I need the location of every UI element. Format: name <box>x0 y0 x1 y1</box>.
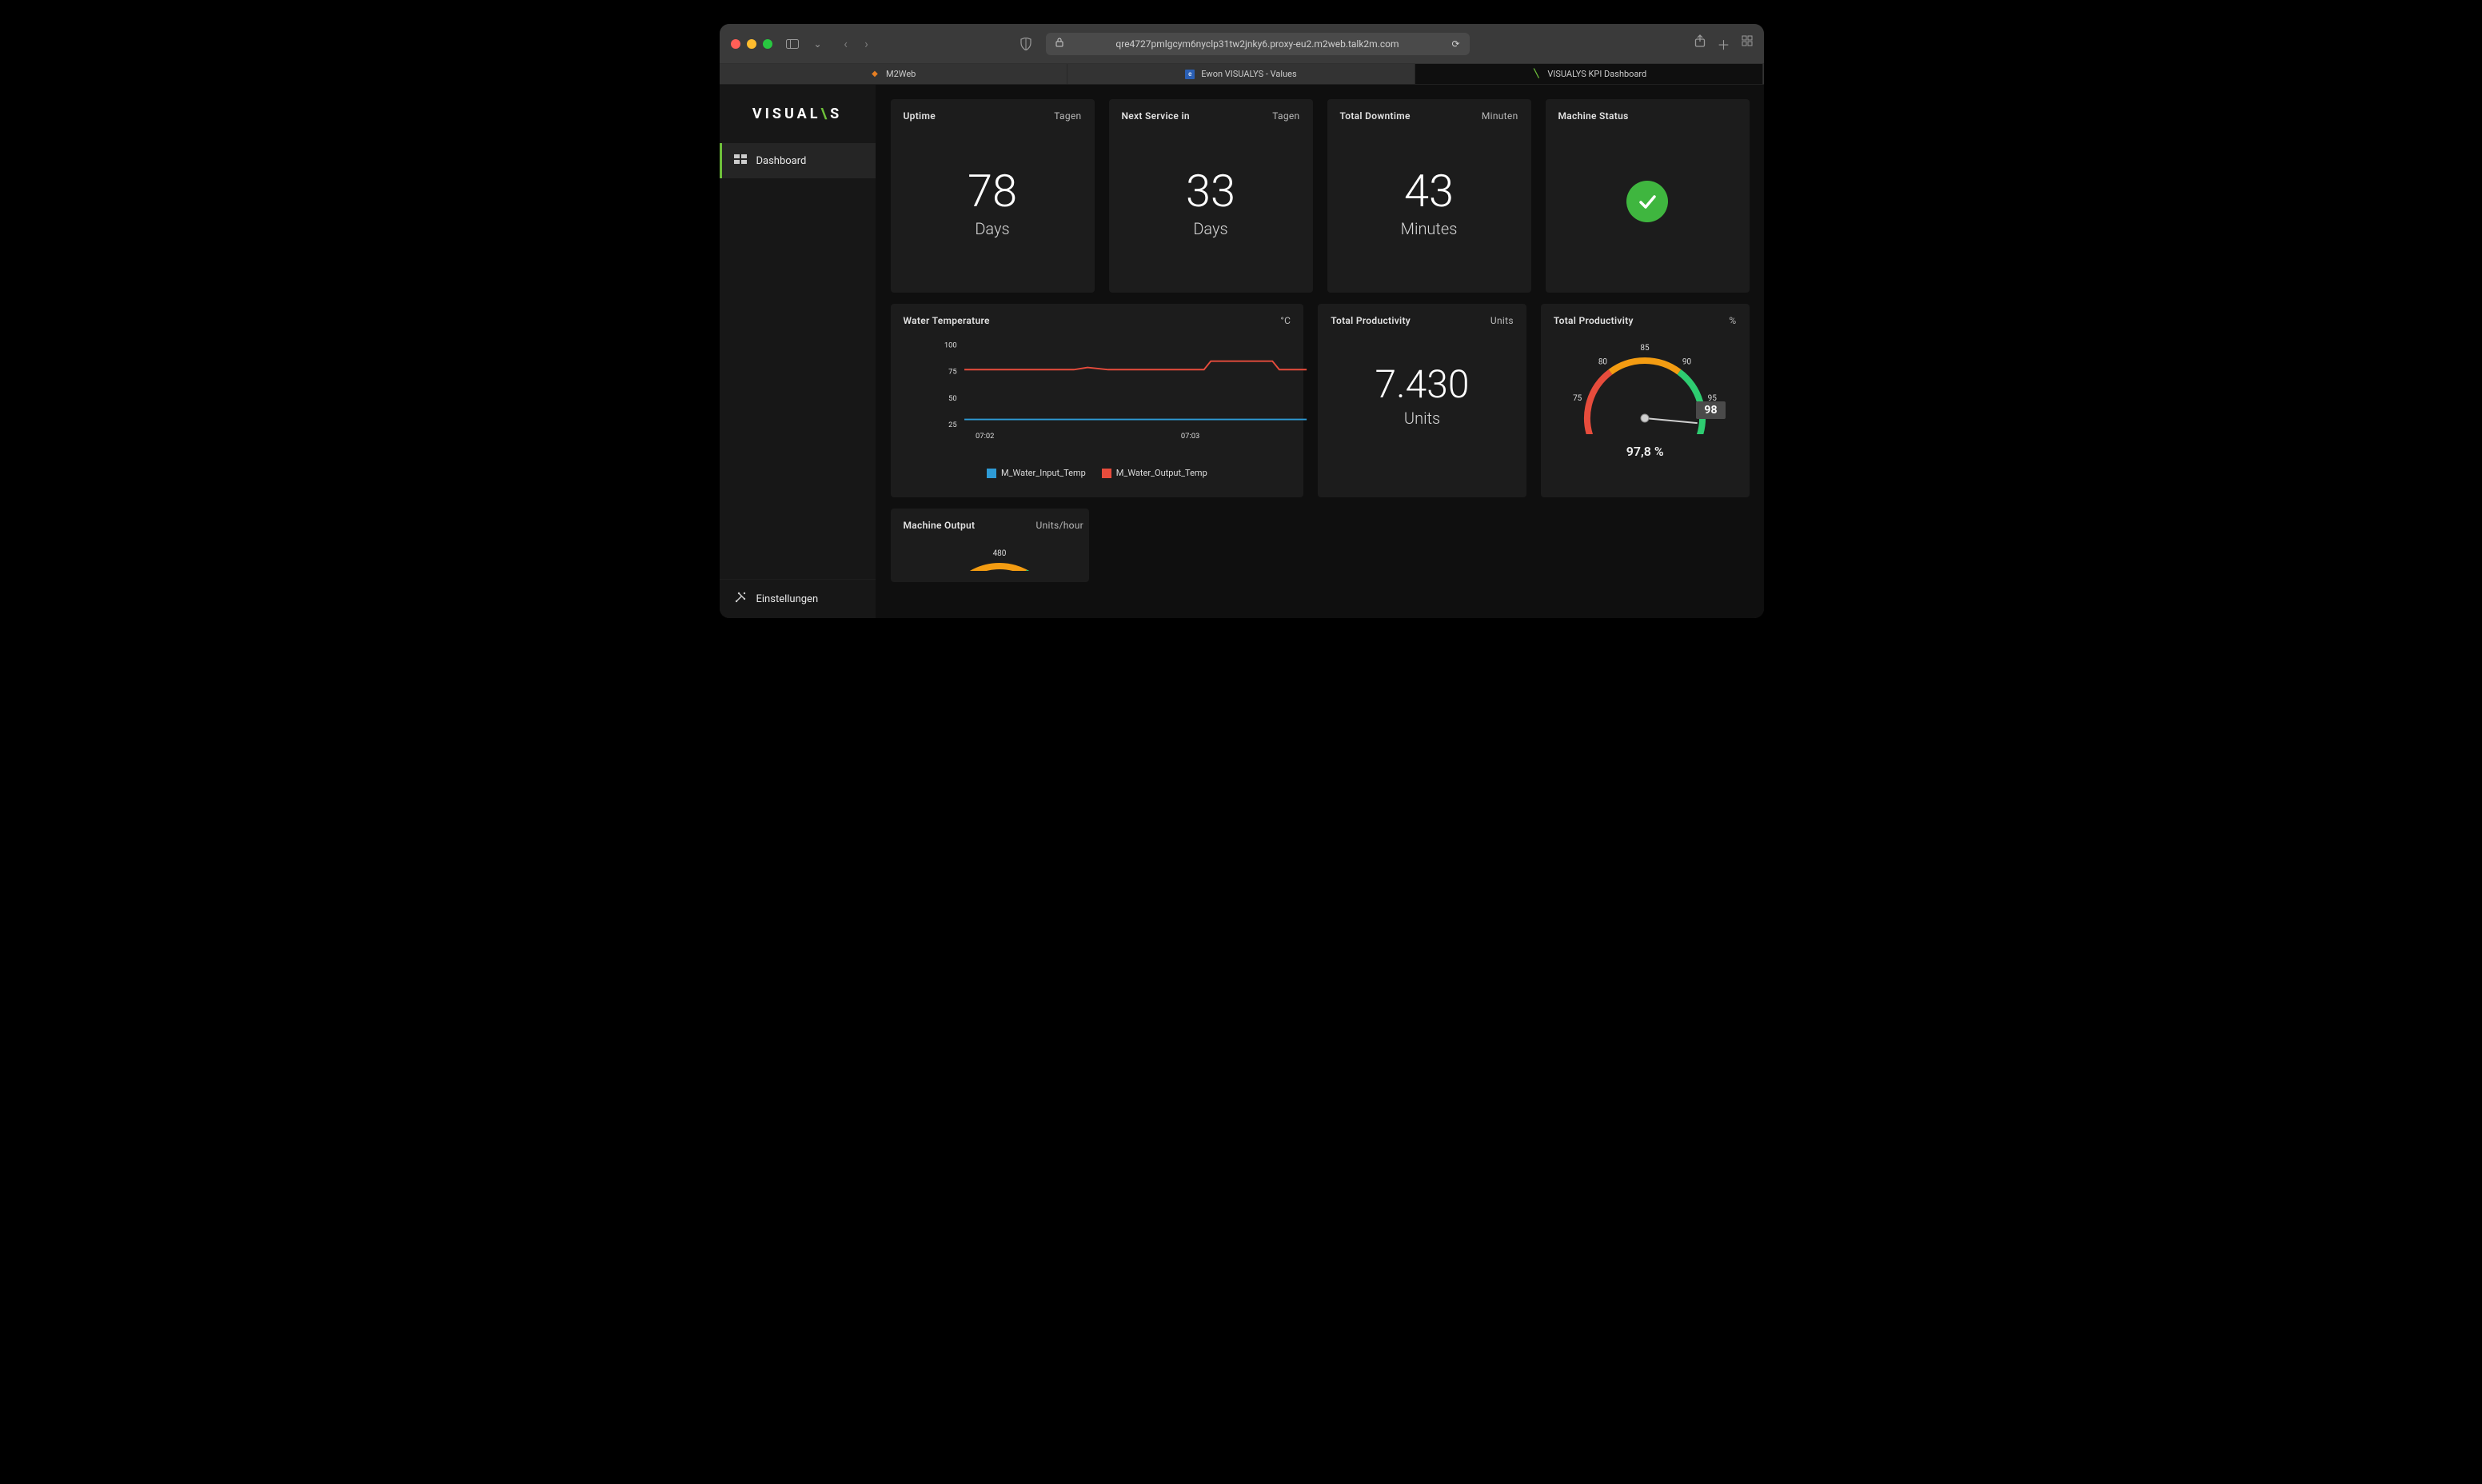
page-content: VISUAL\S Dashboard Einstellungen <box>720 85 1764 618</box>
card-unit: Units/hour <box>1036 520 1076 531</box>
water-temp-chart: 25 50 75 100 07:02 07:03 M_Water_Input_Temp M… <box>904 326 1291 486</box>
tab-icon: ╲ <box>1531 70 1541 79</box>
back-button[interactable]: ‹ <box>838 36 854 51</box>
tab-m2web[interactable]: ◆ M2Web <box>720 64 1067 84</box>
card-water-temperature: Water Temperature °C 25 50 75 100 07:02 07:03… <box>891 304 1304 497</box>
svg-text:75: 75 <box>1573 393 1582 402</box>
svg-text:480: 480 <box>992 549 1006 558</box>
tab-kpi-dashboard[interactable]: ╲ VISUALYS KPI Dashboard <box>1415 64 1763 84</box>
card-machine-status: Machine Status <box>1546 99 1750 293</box>
url-text: qre4727pmlgcym6nyclp31tw2jnky6.proxy-eu2… <box>1070 38 1446 50</box>
window-controls <box>731 39 772 49</box>
card-productivity-units: Total Productivity Units 7.430 Units <box>1318 304 1526 497</box>
chevron-down-icon[interactable]: ⌄ <box>809 35 827 53</box>
svg-text:85: 85 <box>1641 344 1650 353</box>
sidebar: VISUAL\S Dashboard Einstellungen <box>720 85 876 618</box>
card-next-service: Next Service in Tagen 33 Days <box>1109 99 1313 293</box>
productivity-sub: Units <box>1404 409 1440 428</box>
tab-ewon-values[interactable]: e Ewon VISUALYS - Values <box>1067 64 1415 84</box>
minimize-window-icon[interactable] <box>747 39 756 49</box>
card-title: Machine Output <box>904 520 976 531</box>
tab-label: VISUALYS KPI Dashboard <box>1547 69 1646 79</box>
maximize-window-icon[interactable] <box>763 39 772 49</box>
card-machine-output: Machine Output Units/hour 460480500 <box>891 509 1089 582</box>
card-title: Total Productivity <box>1554 315 1634 326</box>
dashboard-main: Uptime Tagen 78 Days Next Service in Tag… <box>876 85 1764 618</box>
share-icon[interactable] <box>1694 34 1706 54</box>
dashboard-icon <box>734 154 747 167</box>
card-uptime: Uptime Tagen 78 Days <box>891 99 1095 293</box>
settings-icon <box>734 591 747 607</box>
close-window-icon[interactable] <box>731 39 740 49</box>
card-title: Total Downtime <box>1340 110 1411 122</box>
uptime-value: 78 <box>968 165 1017 217</box>
new-tab-icon[interactable]: ＋ <box>1717 34 1730 54</box>
tab-label: M2Web <box>886 69 916 79</box>
svg-text:100: 100 <box>944 341 956 350</box>
lock-icon <box>1055 38 1063 50</box>
tab-strip: ◆ M2Web e Ewon VISUALYS - Values ╲ VISUA… <box>720 64 1764 85</box>
svg-text:80: 80 <box>1598 357 1608 366</box>
svg-text:75: 75 <box>948 368 957 377</box>
svg-text:25: 25 <box>948 421 957 429</box>
card-unit: % <box>1729 315 1736 326</box>
service-sub: Days <box>1193 219 1227 238</box>
productivity-gauge: 707580859095100 98 97,8 % <box>1554 326 1737 462</box>
sidebar-item-settings[interactable]: Einstellungen <box>720 579 876 618</box>
card-unit: Minuten <box>1482 110 1518 122</box>
card-title: Uptime <box>904 110 936 122</box>
card-title: Machine Status <box>1558 110 1629 122</box>
sidebar-item-label: Einstellungen <box>756 593 819 605</box>
card-title: Water Temperature <box>904 315 990 326</box>
downtime-sub: Minutes <box>1401 219 1458 238</box>
svg-text:50: 50 <box>948 394 957 403</box>
sidebar-toggle-icon[interactable] <box>784 35 801 53</box>
card-productivity-pct: Total Productivity % 707580859095100 98 … <box>1541 304 1750 497</box>
tab-label: Ewon VISUALYS - Values <box>1201 69 1296 79</box>
card-title: Total Productivity <box>1331 315 1411 326</box>
service-value: 33 <box>1186 165 1235 217</box>
status-ok-icon <box>1626 181 1668 222</box>
tab-icon: ◆ <box>870 70 880 79</box>
tab-overview-icon[interactable] <box>1742 34 1753 54</box>
browser-window: ⌄ ‹ › qre4727pmlgcym6nyclp31tw2jnky6.pro… <box>720 24 1764 618</box>
uptime-sub: Days <box>975 219 1009 238</box>
svg-text:07:03: 07:03 <box>1180 432 1199 441</box>
card-unit: °C <box>1280 315 1291 326</box>
forward-button[interactable]: › <box>859 36 875 51</box>
reload-icon[interactable]: ⟳ <box>1451 38 1459 50</box>
address-bar[interactable]: qre4727pmlgcym6nyclp31tw2jnky6.proxy-eu2… <box>1046 33 1470 55</box>
sidebar-item-label: Dashboard <box>756 155 807 167</box>
privacy-shield-icon[interactable] <box>1017 35 1035 53</box>
nav-arrows: ‹ › <box>838 36 875 51</box>
card-unit: Tagen <box>1054 110 1081 122</box>
logo: VISUAL\S <box>720 85 876 143</box>
downtime-value: 43 <box>1404 165 1454 217</box>
legend-label: M_Water_Input_Temp <box>1001 468 1086 478</box>
svg-text:90: 90 <box>1682 357 1692 366</box>
productivity-value: 7.430 <box>1375 361 1470 407</box>
gauge-value-badge: 98 <box>1696 401 1725 419</box>
chart-legend: M_Water_Input_Temp M_Water_Output_Temp <box>904 468 1291 478</box>
card-downtime: Total Downtime Minuten 43 Minutes <box>1327 99 1531 293</box>
tab-icon: e <box>1185 70 1195 79</box>
card-unit: Tagen <box>1272 110 1299 122</box>
machine-output-gauge: 460480500 <box>904 531 1076 571</box>
titlebar: ⌄ ‹ › qre4727pmlgcym6nyclp31tw2jnky6.pro… <box>720 24 1764 64</box>
card-unit: Units <box>1490 315 1514 326</box>
card-title: Next Service in <box>1122 110 1190 122</box>
legend-label: M_Water_Output_Temp <box>1116 468 1207 478</box>
sidebar-item-dashboard[interactable]: Dashboard <box>720 143 876 178</box>
gauge-display: 97,8 % <box>1626 444 1664 459</box>
svg-text:07:02: 07:02 <box>976 432 994 441</box>
